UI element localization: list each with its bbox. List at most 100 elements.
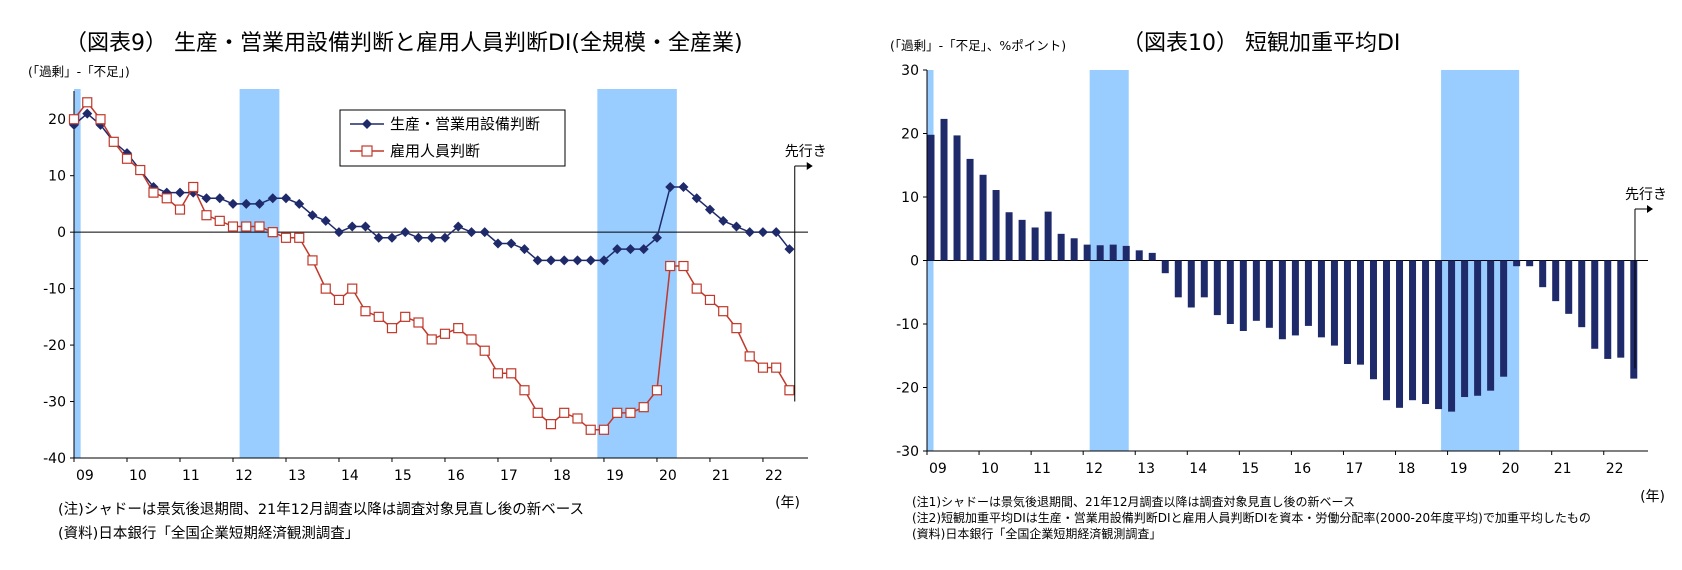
equipment-point [757, 227, 768, 238]
x-tick-label: 09 [929, 461, 947, 477]
di-bar [1630, 260, 1638, 379]
chart-right-forecast-label: 先行き [1625, 187, 1667, 203]
equipment-point [771, 227, 782, 238]
y-tick-label: 20 [901, 127, 919, 143]
employment-point [386, 323, 398, 334]
employment-point [214, 215, 225, 226]
employment-point [108, 136, 119, 147]
equipment-point [678, 181, 689, 192]
di-bar [1591, 260, 1599, 349]
equipment-point [651, 232, 662, 243]
x-tick-label: 10 [129, 468, 147, 484]
x-tick-label: 16 [1293, 461, 1311, 477]
x-tick-label: 13 [288, 468, 306, 484]
chart-right-x-tick-labels: 09 10 11 12 13 14 15 16 17 18 19 20 21 22 [929, 461, 1624, 477]
y-tick-label: 30 [901, 63, 919, 79]
chart-left-series [68, 97, 795, 435]
employment-point [479, 345, 490, 356]
employment-point [241, 221, 252, 232]
equipment-point [612, 244, 623, 255]
y-tick-label: 0 [910, 254, 919, 270]
employment-point [280, 232, 292, 243]
equipment-point [718, 215, 729, 226]
equipment-point [241, 198, 252, 209]
x-tick-label: 12 [1085, 461, 1103, 477]
di-bar [1109, 244, 1117, 261]
legend-label-equipment: 生産・営業用設備判断 [390, 115, 540, 133]
forecast-arrow-head [1646, 205, 1653, 213]
di-bar [1304, 260, 1312, 326]
di-bar [1500, 260, 1508, 377]
x-tick-label: 20 [659, 468, 677, 484]
di-bar [1187, 260, 1195, 308]
di-bar [1252, 260, 1260, 321]
employment-point [771, 362, 782, 373]
employment-point [121, 153, 133, 164]
employment-point [559, 407, 570, 418]
y-tick-label: 10 [901, 190, 919, 206]
employment-point [68, 114, 80, 125]
employment-point [506, 368, 517, 379]
employment-point [757, 362, 769, 373]
y-tick-label: 20 [48, 112, 66, 128]
di-bar [1161, 260, 1169, 274]
employment-point [625, 407, 636, 418]
equipment-point [625, 244, 636, 255]
equipment-point [638, 244, 649, 255]
chart-left-y-tick-labels: 20 10 0 -10 -20 -30 -40 [43, 112, 66, 467]
chart-left-note: (注)シャドーは景気後退期間、21年12月調査以降は調査対象見直し後の新ベース [58, 501, 584, 518]
di-bar [1031, 227, 1039, 261]
chart-left-legend: 生産・営業用設備判断 雇用人員判断 [339, 109, 566, 167]
chart-left-y-unit: (「過剰」-「不足」) [28, 64, 130, 79]
chart-left-forecast-label: 先行き [785, 144, 827, 160]
x-tick-label: 19 [1450, 461, 1468, 477]
equipment-point [744, 227, 755, 238]
chart-left-title: （図表9） 生産・営業用設備判断と雇用人員判断DI(全規模・全産業) [65, 31, 743, 56]
employment-point [691, 283, 702, 294]
equipment-point [704, 204, 715, 215]
di-bar [1396, 260, 1404, 408]
di-bar [1435, 260, 1443, 410]
di-bar [1239, 260, 1247, 331]
di-bar [992, 190, 1000, 261]
legend-marker-square [361, 145, 373, 157]
employment-point [400, 311, 411, 322]
chart-left-equipment-employment-di: （図表9） 生産・営業用設備判断と雇用人員判断DI(全規模・全産業) (「過剰」… [28, 31, 827, 542]
y-tick-label: -40 [43, 451, 66, 467]
di-bar [953, 135, 961, 261]
equipment-point [307, 210, 318, 221]
di-bar [1617, 260, 1625, 358]
di-bar [1487, 260, 1495, 391]
chart-right-y-unit: (「過剰」-「不足」、%ポイント) [890, 38, 1066, 53]
employment-point [188, 181, 199, 193]
employment-point [267, 227, 278, 238]
di-bar [1057, 233, 1065, 261]
di-bar [1448, 260, 1456, 412]
employment-point [744, 351, 755, 362]
equipment-point [320, 215, 331, 226]
equipment-point [506, 238, 517, 249]
employment-point [519, 385, 530, 396]
di-bar [1356, 260, 1364, 365]
di-bar [1044, 211, 1052, 261]
employment-point [651, 385, 663, 396]
recession-shade [597, 89, 677, 458]
employment-point [148, 187, 159, 198]
equipment-point [201, 193, 212, 204]
x-tick-label: 09 [76, 468, 94, 484]
equipment-point [267, 193, 278, 204]
di-bar [1213, 260, 1221, 316]
employment-point [360, 306, 371, 317]
di-bar [1265, 260, 1273, 328]
di-bar [1278, 260, 1286, 340]
di-bar [1343, 260, 1351, 365]
chart-left-forecast-marker: 先行き [785, 144, 827, 402]
y-tick-label: -30 [43, 395, 66, 411]
x-tick-label: 14 [341, 468, 359, 484]
employment-point [453, 323, 464, 334]
x-tick-label: 15 [394, 468, 412, 484]
equipment-point [479, 227, 490, 238]
equipment-point [519, 244, 530, 255]
employment-point [254, 221, 265, 232]
di-bar [1409, 260, 1417, 401]
